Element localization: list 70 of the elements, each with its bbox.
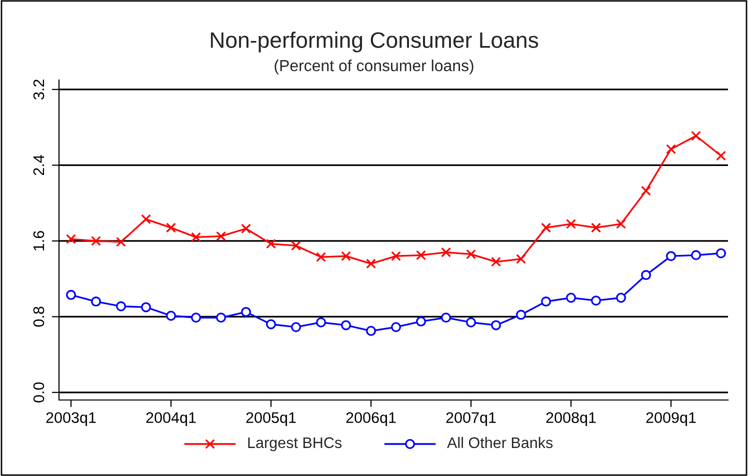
x-tick-label: 2003q1 xyxy=(46,412,96,426)
point xyxy=(516,254,526,264)
point xyxy=(216,231,226,242)
y-tick-label: 2.4 xyxy=(33,155,44,176)
point xyxy=(241,224,251,234)
point xyxy=(116,301,126,312)
point xyxy=(116,236,126,247)
point xyxy=(416,316,426,326)
point xyxy=(441,247,451,258)
point xyxy=(441,312,451,323)
x-tick-label: 2007q1 xyxy=(446,412,496,426)
point xyxy=(341,320,351,330)
point xyxy=(466,317,476,328)
legend-label: All Other Banks xyxy=(447,436,553,448)
point xyxy=(266,319,276,330)
point xyxy=(91,296,101,307)
x-tick-label: 2009q1 xyxy=(646,412,696,426)
point xyxy=(166,222,176,233)
point xyxy=(291,322,301,332)
chart-subtitle: (Percent of consumer loans) xyxy=(274,60,474,74)
chart-title: Non-performing Consumer Loans xyxy=(210,32,538,52)
x-tick-label: 2008q1 xyxy=(546,412,596,426)
point xyxy=(691,130,701,141)
point xyxy=(366,258,376,269)
point xyxy=(216,312,226,323)
point xyxy=(666,251,676,262)
y-tick-label: 0.0 xyxy=(33,382,44,402)
point xyxy=(641,270,651,280)
point xyxy=(616,218,626,229)
point xyxy=(166,310,176,321)
point xyxy=(691,250,701,260)
point xyxy=(66,290,76,300)
x-tick-label: 2004q1 xyxy=(146,412,196,426)
point xyxy=(191,232,201,242)
point xyxy=(316,317,326,328)
point xyxy=(491,256,501,267)
point xyxy=(541,222,551,233)
point xyxy=(716,150,726,161)
point xyxy=(141,302,151,312)
point xyxy=(566,292,576,303)
point xyxy=(416,250,426,260)
y-tick-label: 0.8 xyxy=(33,306,44,327)
point xyxy=(641,186,651,196)
y-tick-label: 1.6 xyxy=(33,231,44,250)
point xyxy=(591,296,601,306)
point xyxy=(666,144,676,154)
point xyxy=(591,222,601,233)
point xyxy=(516,310,526,320)
point xyxy=(91,236,101,246)
point xyxy=(391,322,401,332)
point xyxy=(366,326,376,336)
x-tick-label: 2005q1 xyxy=(246,412,296,426)
point xyxy=(541,296,551,307)
point xyxy=(491,320,501,330)
point xyxy=(291,240,301,251)
point xyxy=(341,251,351,262)
point xyxy=(316,252,326,262)
point xyxy=(66,234,76,244)
point xyxy=(466,249,476,260)
point xyxy=(241,306,251,317)
point xyxy=(391,251,401,262)
point xyxy=(716,248,726,258)
point xyxy=(616,292,626,303)
x-tick-label: 2006q1 xyxy=(346,412,396,426)
point xyxy=(191,312,201,323)
y-tick-label: 3.2 xyxy=(33,80,44,100)
point xyxy=(566,218,576,229)
point xyxy=(266,238,276,249)
point xyxy=(141,214,151,224)
legend-label: Largest BHCs xyxy=(248,437,342,452)
